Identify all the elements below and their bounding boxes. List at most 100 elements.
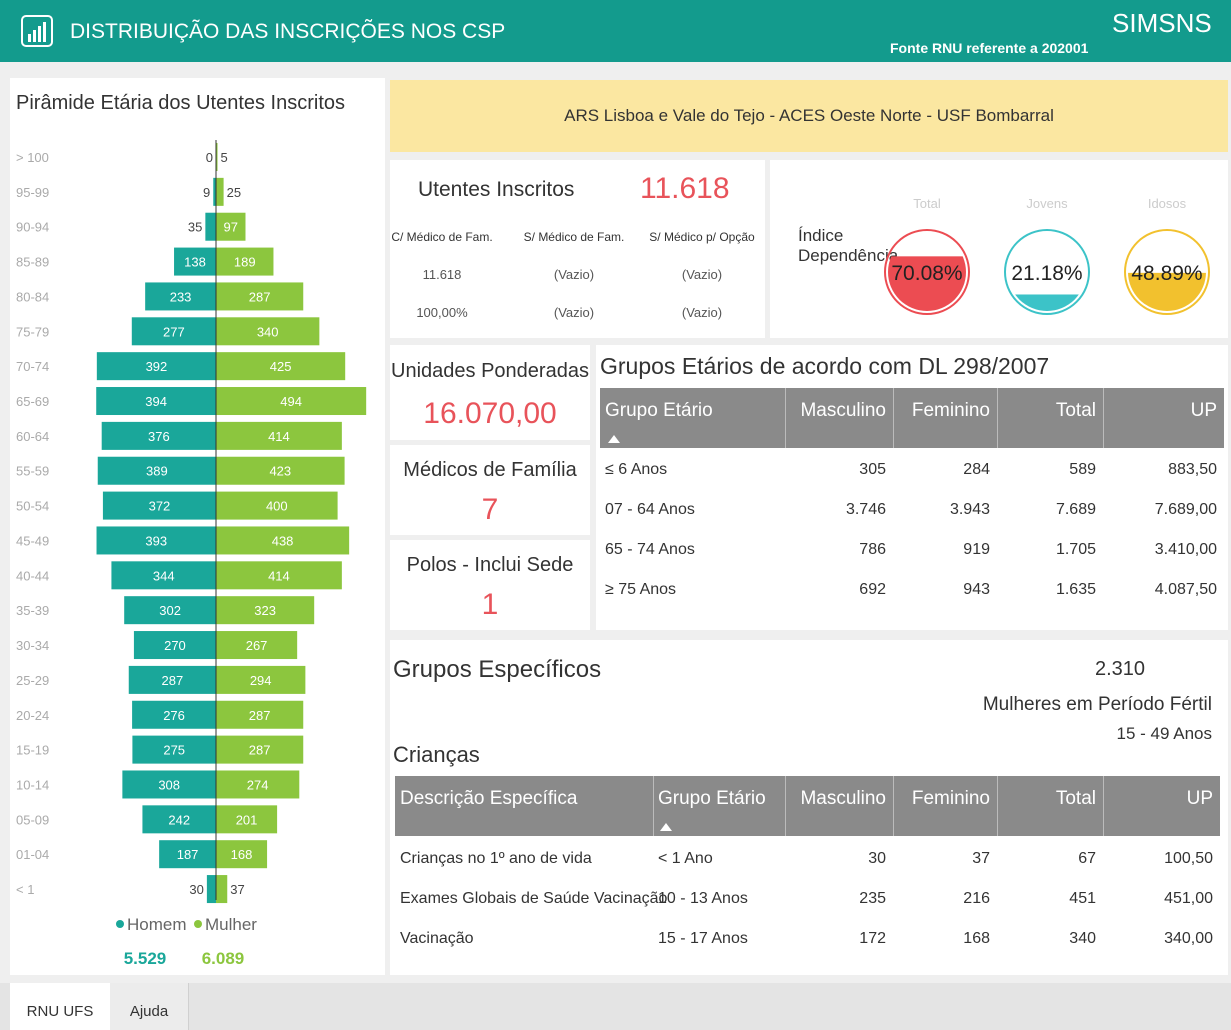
bar xyxy=(216,282,304,311)
kpi-panel: Polos - Inclui Sede 1 xyxy=(390,540,590,630)
tab-bar: RNU UFS Ajuda xyxy=(0,983,1231,1030)
table-cell: Vacinação xyxy=(400,930,474,947)
bar-value-label: 277 xyxy=(163,324,185,339)
bar xyxy=(159,840,216,869)
gauge-ring xyxy=(1004,229,1090,315)
bar xyxy=(122,770,216,799)
gauge-name: Total xyxy=(913,196,941,211)
bar-value-label: 372 xyxy=(149,499,171,514)
gauge-ring xyxy=(884,229,970,315)
header-title: DISTRIBUIÇÃO DAS INSCRIÇÕES NOS CSP xyxy=(70,20,506,43)
bar-value-label: 392 xyxy=(146,359,168,374)
bar-value-label: 37 xyxy=(230,882,244,897)
bar-value-label: 414 xyxy=(268,568,290,583)
bar-value-label: 423 xyxy=(269,464,291,479)
fertil-value: 2.310 xyxy=(1094,658,1146,680)
bar xyxy=(206,875,216,904)
bar-value-label: 5 xyxy=(221,150,228,165)
legend-label: Mulher xyxy=(205,915,257,934)
bar xyxy=(205,212,216,241)
bar-value-label: 97 xyxy=(224,220,238,235)
table-cell: < 1 Ano xyxy=(658,850,713,867)
column-divider xyxy=(1103,776,1104,836)
column-header: UP xyxy=(1186,788,1213,809)
bar-value-label: 394 xyxy=(145,394,167,409)
gauge-label: 70.08% xyxy=(891,262,962,285)
gauges: Total 70.08% Jovens 21.18% Idosos 48.89% xyxy=(884,196,1210,315)
bar xyxy=(216,143,218,171)
column-header: Masculino xyxy=(800,400,886,421)
table-cell: Crianças no 1º ano de vida xyxy=(400,850,592,867)
table-cell: 919 xyxy=(963,541,990,558)
table-cell: 451,00 xyxy=(1164,890,1213,907)
bar xyxy=(216,177,224,206)
column-divider xyxy=(1103,388,1104,448)
criancas-title: Crianças xyxy=(393,742,480,767)
bar-value-label: 242 xyxy=(168,812,190,827)
tab[interactable]: Ajuda xyxy=(110,983,189,1030)
bar-value-label: 389 xyxy=(146,464,168,479)
column-header: Grupo Etário xyxy=(658,788,766,809)
bar xyxy=(216,770,300,799)
tab-label: RNU UFS xyxy=(26,1003,94,1020)
bar xyxy=(128,665,216,694)
table-cell: 67 xyxy=(1078,850,1096,867)
bar-value-label: 274 xyxy=(247,777,269,792)
table-cell: 10 - 13 Anos xyxy=(658,890,748,907)
table-cell: 7.689,00 xyxy=(1154,501,1217,518)
table-cell: 100,50 xyxy=(1164,850,1213,867)
age-label: 40-44 xyxy=(16,568,49,583)
age-label: 30-34 xyxy=(16,638,49,653)
age-label: > 100 xyxy=(16,150,49,165)
fertil-range: 15 - 49 Anos xyxy=(1116,724,1212,743)
kpi-label: Polos - Inclui Sede xyxy=(406,554,574,576)
bar xyxy=(102,491,216,520)
utentes-column-header: C/ Médico de Fam. xyxy=(391,230,493,244)
bar xyxy=(132,700,216,729)
bar xyxy=(132,735,216,764)
utentes-cell: (Vazio) xyxy=(681,267,723,282)
age-label: 90-94 xyxy=(16,220,49,235)
bar-value-label: 35 xyxy=(188,220,202,235)
table-cell: 451 xyxy=(1069,890,1096,907)
bar-value-label: 287 xyxy=(249,289,271,304)
bar xyxy=(216,421,342,450)
grupos-etarios-title: Grupos Etários de acordo com DL 298/2007 xyxy=(600,353,1050,379)
age-label: 35-39 xyxy=(16,603,49,618)
table-cell: 3.943 xyxy=(949,501,990,518)
bar xyxy=(216,631,298,660)
bar-value-label: 0 xyxy=(206,150,213,165)
table-cell: 07 - 64 Anos xyxy=(605,501,695,518)
dependencia-label: Índice Dependência xyxy=(798,226,899,265)
age-label: < 1 xyxy=(16,882,34,897)
bar-value-label: 287 xyxy=(249,743,271,758)
header-icon xyxy=(21,15,53,47)
table-header xyxy=(600,388,1224,448)
age-label: 60-64 xyxy=(16,429,49,444)
logo: SIMSNS xyxy=(1112,8,1212,38)
bar-value-label: 233 xyxy=(170,289,192,304)
utentes-cell: (Vazio) xyxy=(553,267,595,282)
table-cell: 4.087,50 xyxy=(1154,581,1217,598)
table-cell: 30 xyxy=(868,850,886,867)
utentes-label: Utentes Inscritos xyxy=(418,178,575,201)
column-header: Feminino xyxy=(911,400,990,421)
table-cell: 3.746 xyxy=(845,501,886,518)
utentes-column-header: S/ Médico de Fam. xyxy=(523,230,625,244)
kpi-label: Médicos de Família xyxy=(403,459,577,481)
bar-value-label: 189 xyxy=(234,255,256,270)
bar xyxy=(216,247,274,276)
column-divider xyxy=(653,776,654,836)
gauge-name: Idosos xyxy=(1148,196,1187,211)
gauge-label: 48.89% xyxy=(1131,262,1202,285)
bar-value-label: 138 xyxy=(184,255,206,270)
bar xyxy=(131,317,216,346)
bar xyxy=(216,387,367,416)
table-cell: 7.689 xyxy=(1055,501,1096,518)
bar xyxy=(96,526,216,555)
bar-value-label: 25 xyxy=(227,185,241,200)
utentes-panel: Utentes Inscritos 11.618 C/ Médico de Fa… xyxy=(390,160,765,338)
bar xyxy=(96,352,216,381)
bar xyxy=(216,456,345,485)
tab[interactable]: RNU UFS xyxy=(10,983,110,1030)
